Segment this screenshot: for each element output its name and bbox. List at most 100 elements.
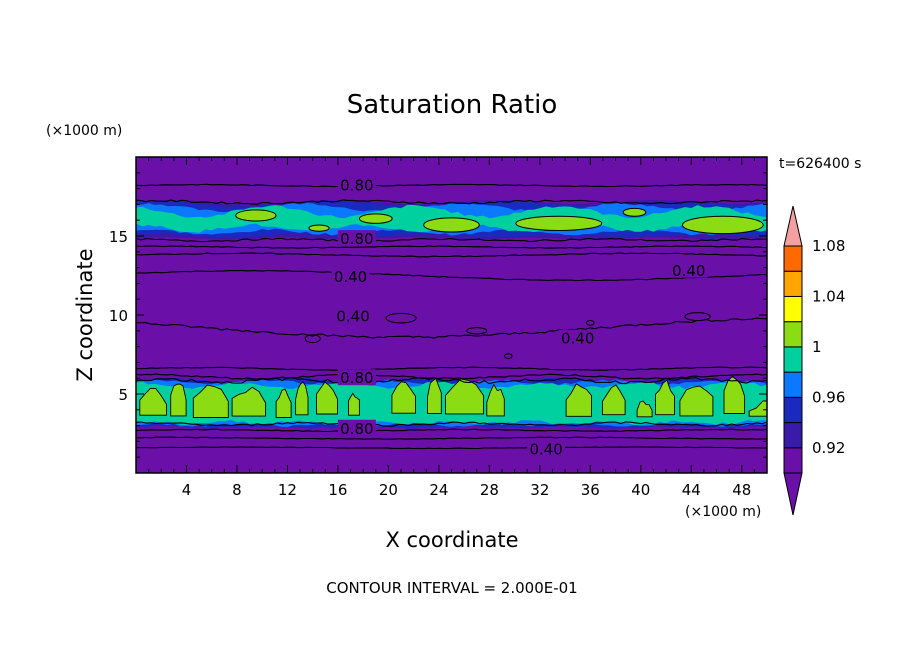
contour-label: 0.40: [334, 268, 367, 286]
lower-green-cell: [170, 383, 187, 417]
contour-line-080-lower: [136, 428, 767, 433]
x-tick-label: 48: [732, 481, 751, 499]
contour-label-bg: [337, 176, 376, 193]
contour-label-bg: [558, 329, 597, 346]
colorbar: 0.92 0.96 1 1.04 1.08: [783, 205, 845, 516]
colorbar-label: 1.04: [812, 287, 845, 305]
y-tick-label: 15: [109, 228, 128, 246]
colorbar-label: 0.96: [812, 388, 845, 406]
contour-label: 0.80: [340, 369, 373, 387]
contour-label-bg: [527, 440, 566, 457]
lower-green-cell: [295, 381, 309, 416]
contour-label-bg: [337, 419, 376, 436]
closed-contour: [504, 353, 513, 359]
x-tick-label: 44: [682, 481, 701, 499]
lower-green-cell: [601, 384, 626, 416]
contour-label: 0.40: [672, 262, 705, 280]
x-tick-label: 36: [581, 481, 600, 499]
contour-label-bg: [669, 261, 708, 278]
contour-line-top: [136, 183, 767, 188]
colorbar-segment: [783, 270, 803, 297]
lower-green-cell: [316, 381, 338, 415]
upper-green-patch: [622, 207, 647, 217]
contour-line-007: [136, 366, 767, 371]
lower-green-cell: [655, 379, 675, 416]
lower-green-cell: [192, 384, 229, 418]
lower-green-cell: [139, 387, 167, 416]
contour-label: 0.40: [336, 308, 369, 326]
contour-label-bg: [337, 369, 376, 386]
contour-label: 0.80: [340, 176, 373, 194]
lower-green-cell: [679, 385, 714, 417]
colorbar-segment: [783, 447, 803, 474]
closed-contour: [385, 312, 417, 324]
contour-labels: 0.80 0.80 0.40 0.40 0.40 0.40 0.80 0.80 0.40: [331, 176, 708, 458]
colorbar-label: 1.08: [812, 237, 845, 255]
x-unit-label: (×1000 m): [685, 504, 761, 520]
colorbar-segment: [783, 396, 803, 424]
y-axis-title: Z coordinate: [73, 248, 97, 381]
lower-green-cell: [723, 375, 746, 414]
x-axis-title: X coordinate: [385, 528, 518, 552]
contour-line-014: [136, 245, 767, 249]
contour-line-002: [136, 436, 767, 440]
x-tick-label: 20: [379, 481, 398, 499]
contour-label-bg: [337, 230, 376, 247]
upper-green-patch: [515, 215, 603, 231]
y-tick-label: 10: [109, 307, 128, 325]
x-tick-label: 24: [429, 481, 448, 499]
contour-line-040-lower: [136, 446, 767, 450]
contour-line-040-upper: [136, 269, 767, 282]
upper-green-patch: [681, 215, 764, 235]
lower-green-cell: [486, 383, 505, 417]
closed-contour: [304, 334, 321, 344]
contour-label: 0.80: [340, 230, 373, 248]
colorbar-segment: [783, 371, 803, 398]
lower-green-cell: [231, 386, 267, 417]
lower-green-cell: [445, 378, 485, 415]
contour-label-bg: [331, 268, 370, 285]
colorbar-over-triangle: [783, 205, 803, 247]
colorbar-under-triangle: [783, 472, 803, 516]
closed-contour: [466, 327, 488, 335]
x-tick-label: 28: [480, 481, 499, 499]
lower-green-cell: [391, 381, 416, 414]
lower-green-cells: [139, 375, 767, 418]
upper-green-patch: [358, 213, 393, 224]
colorbar-segment: [783, 295, 803, 323]
contour-label: 0.40: [561, 330, 594, 348]
contour-line-lower-band-bottom: [136, 421, 767, 427]
contour-line-upper-band-top: [136, 199, 767, 205]
lower-green-cell: [348, 392, 360, 416]
contour-label: 0.40: [529, 440, 562, 458]
lower-green-cell: [748, 400, 767, 417]
y-tick-label: 5: [118, 386, 128, 404]
x-tick-label: 40: [631, 481, 650, 499]
plot-area: [136, 157, 767, 473]
contour-label: 0.80: [340, 420, 373, 438]
colorbar-segment: [783, 422, 803, 449]
contour-line-040-middle: [136, 317, 767, 339]
contour-line-080-upper: [136, 373, 767, 380]
colorbar-segment: [783, 321, 803, 348]
x-tick-label: 12: [278, 481, 297, 499]
contour-lines: [136, 183, 767, 450]
filled-contours: [136, 199, 767, 429]
x-axis-ticks: 4 8 12 16 20 24 28 32 36 40 44 48: [148, 157, 755, 499]
contour-line-013: [136, 252, 767, 258]
x-tick-label: 8: [232, 481, 242, 499]
contour-line-upper-band-bottom: [136, 237, 767, 243]
lower-green-cell: [275, 388, 292, 418]
upper-green-patch: [308, 224, 330, 232]
colorbar-segment: [783, 346, 803, 373]
closed-contour: [586, 320, 595, 326]
x-tick-label: 16: [328, 481, 347, 499]
y-axis-ticks: 5 10 15: [109, 172, 767, 458]
upper-green-patch: [423, 217, 480, 233]
colorbar-label: 1: [812, 338, 822, 356]
contour-line-lower-band-top: [136, 377, 767, 385]
time-label: t=626400 s: [779, 156, 861, 172]
colorbar-label: 0.92: [812, 439, 845, 457]
